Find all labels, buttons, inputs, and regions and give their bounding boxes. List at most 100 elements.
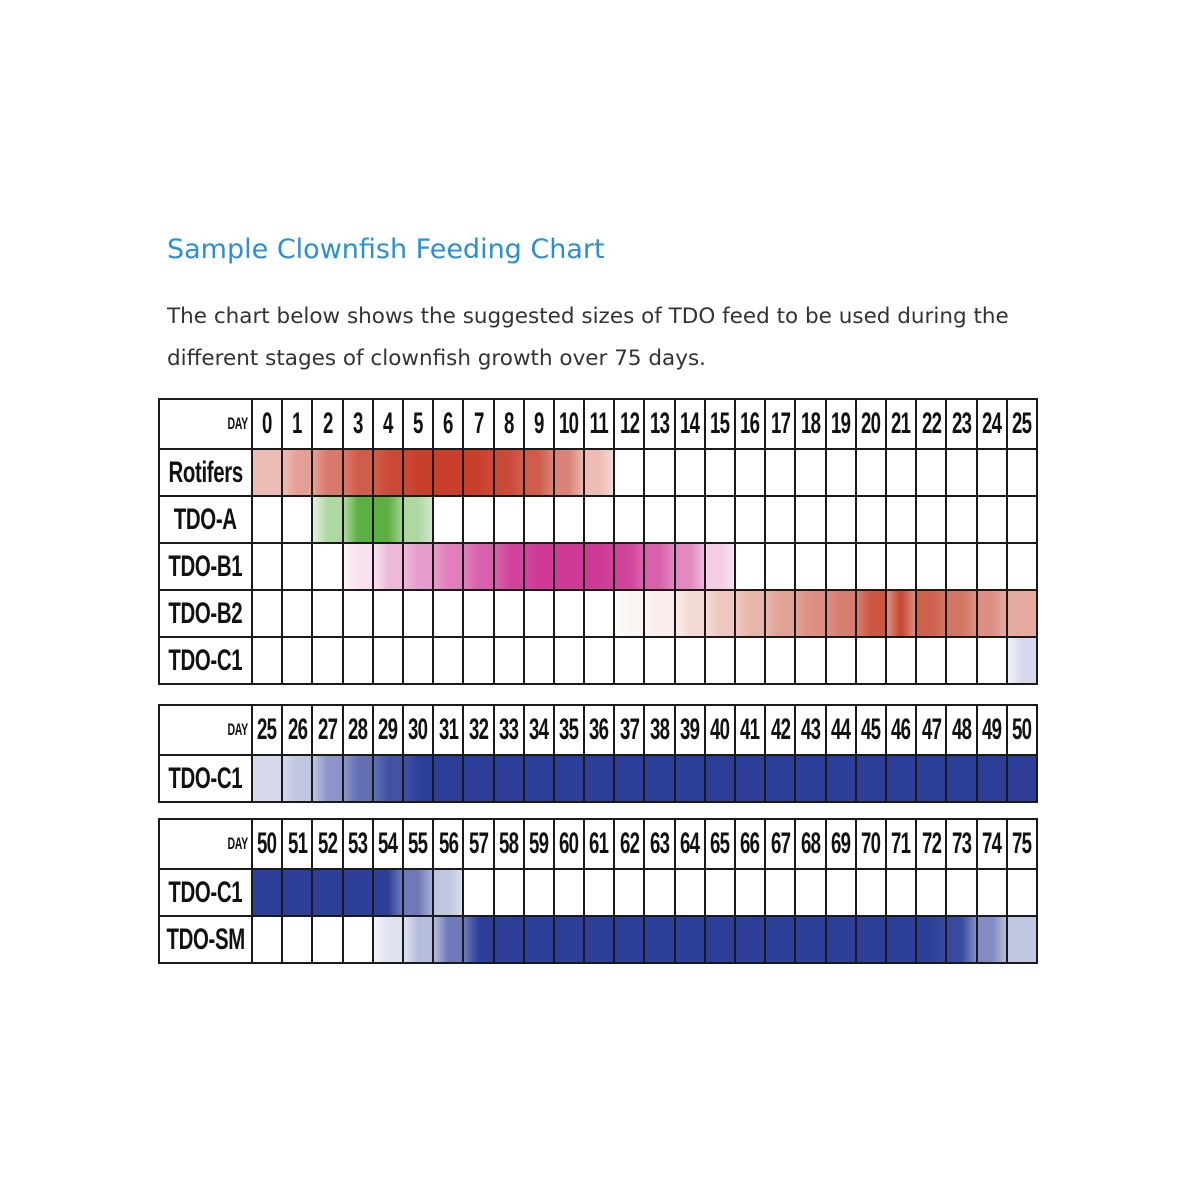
day-number-cell: 19: [827, 400, 857, 448]
feed-day-cell: [857, 638, 887, 683]
feed-day-cell: [705, 917, 736, 962]
feed-day-cell: [766, 638, 797, 683]
feed-day-cell: [676, 497, 706, 542]
day-number-cell: 38: [645, 706, 676, 754]
day-number-cell: 52: [313, 820, 344, 868]
feed-day-cell: [373, 450, 404, 495]
feed-day-cell: [464, 917, 495, 962]
feed-day-cell: [253, 544, 284, 589]
feed-day-cell: [585, 917, 616, 962]
feed-day-cell: [705, 544, 736, 589]
feed-day-cell: [917, 591, 948, 636]
day-number-cell: 42: [766, 706, 797, 754]
feed-day-cell: [1007, 638, 1036, 683]
day-number-cell: 25: [1012, 407, 1032, 440]
feed-day-cell: [857, 870, 887, 915]
feed-day-cell: [253, 497, 284, 542]
feed-day-cell: [253, 638, 284, 683]
feed-row-tdo-c1: TDO-C1: [160, 754, 1036, 801]
feed-day-cell: [706, 450, 736, 495]
feed-day-cell: [766, 544, 797, 589]
day-number-cell: 48: [947, 706, 978, 754]
day-number-cell: 28: [344, 706, 374, 754]
day-number-cell: 18: [796, 400, 827, 448]
feed-day-cell: [464, 544, 495, 589]
feed-day-cell: [978, 450, 1008, 495]
feed-day-cell: [796, 870, 827, 915]
feed-day-cell: [343, 544, 374, 589]
day-number-cell: 59: [525, 820, 555, 868]
day-number-cell: 60: [555, 820, 586, 868]
feed-day-cell: [283, 917, 314, 962]
feed-day-cell: [615, 450, 646, 495]
feed-day-cell: [615, 917, 646, 962]
feed-day-cell: [313, 591, 344, 636]
feed-day-cell: [283, 497, 314, 542]
feeding-table-days-50-75: DAY 50 51 52 53 54 55 56 57 58 59 60 61 62 63 64 65 66 67 6…: [158, 818, 1038, 964]
feed-day-cell: [434, 638, 465, 683]
feeding-table-days-25-50: DAY 25 26 27 28 29 30 31 32 33 34 35 36 37 38 39 40 41 42 4…: [158, 704, 1038, 803]
day-number-cell: 30: [404, 706, 435, 754]
feed-day-cell: [827, 544, 857, 589]
feed-label: TDO-C1: [160, 638, 253, 683]
feed-day-cell: [1007, 591, 1036, 636]
day-header-row: DAY 25 26 27 28 29 30 31 32 33 34 35 36 37 38 39 40 41 42 4…: [160, 706, 1036, 754]
day-number-cell: 74: [978, 820, 1008, 868]
day-number-cell: 61: [585, 820, 616, 868]
feed-day-cell: [313, 497, 344, 542]
page-title: Sample Clownfish Feeding Chart: [167, 234, 605, 265]
feed-day-cell: [857, 497, 887, 542]
day-number-cell: 50: [253, 820, 284, 868]
feed-day-cell: [917, 544, 948, 589]
day-number-cell: 5: [404, 400, 435, 448]
feed-day-cell: [676, 870, 706, 915]
feed-day-cell: [917, 450, 948, 495]
day-label: DAY: [160, 820, 253, 868]
feed-day-cell: [253, 591, 284, 636]
feed-day-cell: [464, 591, 495, 636]
feed-day-cell: [343, 450, 374, 495]
feed-day-cell: [374, 638, 404, 683]
feed-day-cell: [886, 917, 918, 962]
feed-day-cell: [736, 756, 767, 801]
day-number-cell: 75: [1012, 827, 1032, 860]
feed-day-cell: [977, 917, 1008, 962]
feed-day-cell: [796, 756, 827, 801]
feed-day-cell: [887, 870, 918, 915]
feed-day-cell: [615, 756, 646, 801]
feed-day-cell: [645, 917, 676, 962]
day-number-cell: 53: [344, 820, 374, 868]
feed-day-cell: [313, 638, 344, 683]
feed-day-cell: [887, 497, 918, 542]
feed-day-cell: [585, 497, 616, 542]
feed-day-cell: [766, 870, 797, 915]
feed-day-cell: [706, 497, 736, 542]
feed-day-cell: [796, 544, 827, 589]
feed-day-cell: [525, 497, 555, 542]
feed-day-cell: [766, 591, 797, 636]
feed-day-cell: [615, 497, 646, 542]
day-number-cell: 73: [947, 820, 978, 868]
feed-label: TDO-B2: [160, 591, 253, 636]
feed-day-cell: [766, 497, 797, 542]
feed-day-cell: [887, 544, 918, 589]
feed-day-cell: [343, 756, 374, 801]
feed-day-cell: [434, 591, 465, 636]
feed-day-cell: [736, 497, 767, 542]
day-number-cell: 35: [555, 706, 586, 754]
feed-day-cell: [645, 450, 676, 495]
day-number-cell: 22: [917, 400, 948, 448]
feed-day-cell: [977, 591, 1008, 636]
feed-day-cell: [917, 638, 948, 683]
day-number-cell: 45: [857, 706, 887, 754]
feed-day-cell: [615, 591, 646, 636]
feed-day-cell: [766, 917, 797, 962]
feed-row-tdo-c1: TDO-C1: [160, 868, 1036, 915]
feed-day-cell: [856, 591, 887, 636]
day-number-cell: 23: [947, 400, 978, 448]
day-number-cell: 34: [525, 706, 555, 754]
day-number-cell: 1: [283, 400, 314, 448]
feed-day-cell: [343, 497, 374, 542]
feed-day-cell: [675, 917, 706, 962]
feed-day-cell: [464, 756, 495, 801]
